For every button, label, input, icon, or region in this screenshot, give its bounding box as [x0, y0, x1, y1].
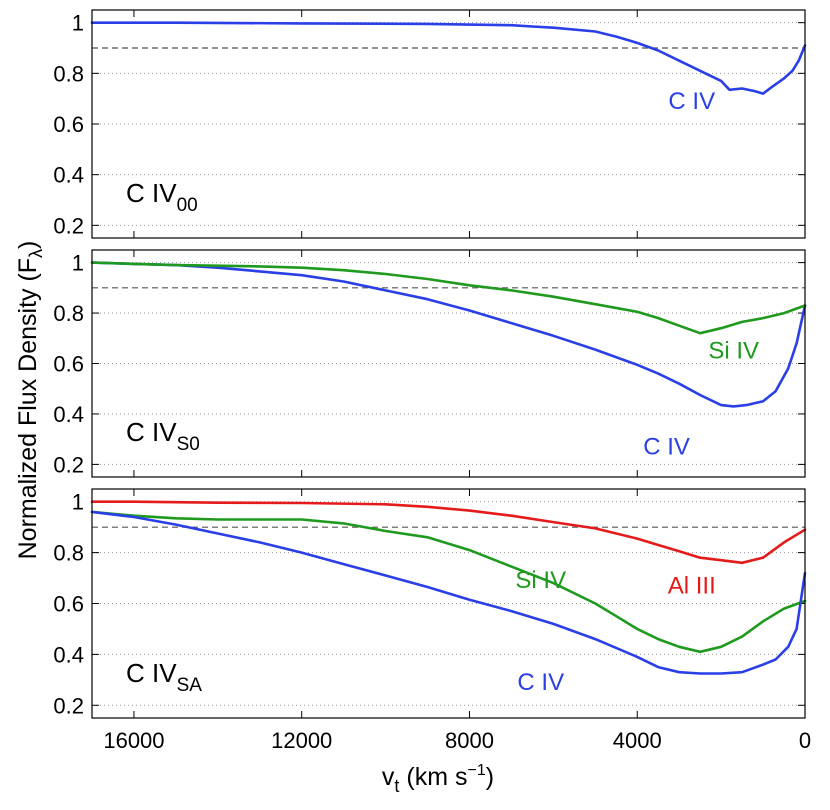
y-tick-label: 0.6 — [53, 112, 84, 137]
x-axis-label: vt (km s−1) — [382, 762, 494, 796]
x-tick-label: 0 — [799, 728, 811, 753]
x-tick-label: 12000 — [271, 728, 332, 753]
series-si-iv-line — [90, 261, 807, 335]
y-tick-label: 1 — [72, 11, 84, 36]
series-si-iv-line — [90, 510, 807, 654]
y-tick-label: 1 — [72, 251, 84, 276]
y-tick-label: 0.2 — [53, 452, 84, 477]
series-c-iv-line — [90, 510, 807, 675]
x-tick-label: 4000 — [613, 728, 662, 753]
series-c-iv-line — [90, 261, 807, 408]
y-tick-label: 0.2 — [53, 213, 84, 238]
panel-label: C IV00 — [126, 178, 198, 216]
y-axis-label: Normalized Flux Density (Fλ) — [14, 241, 46, 560]
axes-frame — [91, 488, 806, 719]
x-tick-label: 16000 — [103, 728, 164, 753]
y-tick-label: 1 — [72, 490, 84, 515]
series-annotation: Al III — [668, 572, 716, 599]
y-tick-label: 0.8 — [53, 301, 84, 326]
y-tick-label: 0.4 — [53, 163, 84, 188]
series-annotation: Si IV — [708, 337, 759, 364]
panel-label: C IVSA — [126, 658, 202, 696]
y-tick-label: 0.8 — [53, 61, 84, 86]
y-tick-label: 0.4 — [53, 402, 84, 427]
series-annotation: C IV — [668, 88, 715, 115]
x-tick-label: 8000 — [445, 728, 494, 753]
series-c-iv-line — [90, 21, 807, 95]
y-tick-label: 0.2 — [53, 693, 84, 718]
y-tick-label: 0.6 — [53, 352, 84, 377]
x-tick-labels: 16000 12000 8000 4000 0 — [103, 728, 811, 753]
panel-label: C IVS0 — [126, 417, 200, 455]
panel-3: 0.2 0.4 0.6 0.8 1 Si IV Al III C IV C IVSA — [53, 488, 807, 719]
series-annotation: Si IV — [515, 567, 566, 594]
axes-frame — [91, 9, 806, 239]
series-annotation: C IV — [517, 669, 564, 696]
y-tick-label: 0.8 — [53, 541, 84, 566]
series-al-iii-line — [90, 500, 807, 565]
series-annotation: C IV — [643, 433, 690, 460]
panel-1: 0.2 0.4 0.6 0.8 1 C IV C IV00 — [53, 9, 807, 239]
y-tick-label: 0.6 — [53, 592, 84, 617]
axes-frame — [91, 249, 806, 478]
panel-2: 0.2 0.4 0.6 0.8 1 Si IV C IV C IVS0 — [53, 249, 807, 478]
y-tick-label: 0.4 — [53, 642, 84, 667]
